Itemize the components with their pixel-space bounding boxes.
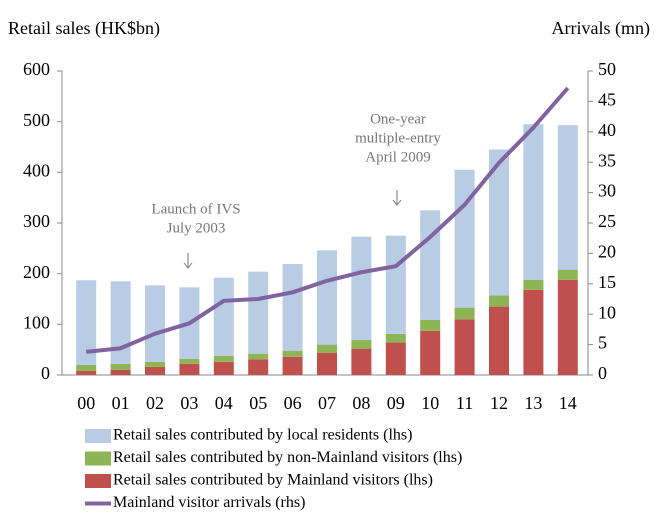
- line-series: [85, 86, 570, 354]
- bar-segment: [523, 289, 544, 375]
- bar-segment: [248, 359, 269, 375]
- bar-segment: [317, 250, 337, 345]
- y-tick-label: 300: [23, 211, 50, 231]
- annotation: One-year: [370, 111, 426, 127]
- bar-segment: [317, 352, 337, 375]
- bar-segment: [179, 358, 200, 364]
- y2-tick-label: 50: [598, 59, 616, 79]
- bar-segment: [420, 319, 441, 331]
- annotation-arrowhead: [183, 262, 193, 269]
- bar-segment: [523, 124, 544, 280]
- bar-segment: [489, 306, 509, 375]
- bar-segment: [145, 366, 165, 375]
- x-tick-label: 14: [559, 393, 577, 413]
- y2-tick-label: 15: [598, 272, 616, 292]
- y2-tick-label: 40: [598, 120, 616, 140]
- bar-segment: [76, 364, 97, 371]
- x-tick-label: 09: [387, 393, 405, 413]
- bar-segment: [489, 295, 509, 307]
- bar-segment: [179, 363, 200, 375]
- bar-segment: [110, 281, 131, 364]
- bar-segment: [351, 348, 372, 375]
- bar-segment: [454, 319, 475, 375]
- legend-label: Mainland visitor arrivals (rhs): [113, 494, 305, 511]
- x-tick-label: 05: [249, 393, 267, 413]
- x-tick-label: 02: [146, 393, 164, 413]
- bar-segment: [213, 361, 234, 375]
- annotation: July 2003: [167, 220, 226, 236]
- bar-segment: [248, 271, 269, 354]
- bar-segment: [213, 277, 234, 356]
- bar-segment: [385, 342, 406, 375]
- y-tick-label: 500: [23, 110, 50, 130]
- y-tick-label: 100: [23, 312, 50, 332]
- y2-tick-label: 0: [598, 363, 607, 383]
- bar-segment: [385, 235, 406, 334]
- y2-tick-label: 10: [598, 302, 616, 322]
- x-tick-label: 01: [112, 393, 130, 413]
- bar-segment: [110, 369, 131, 375]
- bar-segment: [76, 280, 97, 365]
- x-tick-label: 12: [490, 393, 508, 413]
- y2-tick-label: 35: [598, 150, 616, 170]
- y-tick-label: 400: [23, 160, 50, 180]
- bar-segment: [557, 125, 578, 270]
- x-tick-label: 07: [318, 393, 336, 413]
- bar-segment: [282, 350, 303, 357]
- x-tick-label: 10: [421, 393, 439, 413]
- bar-segment: [489, 149, 509, 296]
- annotation-arrowhead: [392, 199, 402, 206]
- x-tick-label: 03: [180, 393, 198, 413]
- bar-segment: [351, 340, 372, 349]
- bar-segment: [420, 210, 441, 320]
- bar-segment: [110, 363, 131, 370]
- legend-label: Retail sales contributed by non-Mainland…: [113, 449, 462, 466]
- bar-segment: [282, 264, 303, 351]
- legend-label: Retail sales contributed by local reside…: [113, 427, 412, 444]
- y-tick-label: 0: [41, 363, 50, 383]
- bar-segment: [454, 307, 475, 320]
- bar-segment: [76, 370, 97, 375]
- x-tick-label: 13: [524, 393, 542, 413]
- bar-segment: [145, 361, 165, 367]
- y2-tick-label: 5: [598, 333, 607, 353]
- y-axis-title: Retail sales (HK$bn): [8, 18, 160, 39]
- bar-segment: [351, 236, 372, 341]
- bar-segment: [213, 355, 234, 362]
- bar-segment: [420, 330, 441, 375]
- legend-swatch: [85, 474, 111, 488]
- y2-tick-label: 30: [598, 181, 616, 201]
- bar-segment: [454, 169, 475, 308]
- bar-segment: [385, 333, 406, 343]
- bar-segment: [282, 356, 303, 375]
- bar-segment: [523, 279, 544, 290]
- annotation: multiple-entry: [355, 130, 441, 146]
- x-tick-label: 00: [77, 393, 95, 413]
- y2-axis-title: Arrivals (mn): [552, 18, 650, 39]
- legend-swatch: [85, 451, 111, 466]
- y2-tick-label: 20: [598, 242, 616, 262]
- x-tick-label: 06: [284, 393, 302, 413]
- y2-tick-label: 25: [598, 211, 616, 231]
- bar-segment: [317, 344, 337, 353]
- x-tick-label: 04: [215, 393, 233, 413]
- annotation: Launch of IVS: [151, 201, 240, 217]
- bar-segment: [145, 285, 165, 362]
- legend-swatch: [85, 429, 111, 443]
- annotation: April 2009: [365, 149, 430, 165]
- y-tick-label: 200: [23, 262, 50, 282]
- legend-label: Retail sales contributed by Mainland vis…: [113, 472, 433, 489]
- bar-segment: [248, 353, 269, 360]
- x-tick-label: 11: [456, 393, 473, 413]
- y2-tick-label: 45: [598, 90, 616, 110]
- bar-segment: [557, 279, 578, 375]
- x-tick-label: 08: [352, 393, 370, 413]
- bar-segment: [557, 269, 578, 280]
- y-tick-label: 600: [23, 59, 50, 79]
